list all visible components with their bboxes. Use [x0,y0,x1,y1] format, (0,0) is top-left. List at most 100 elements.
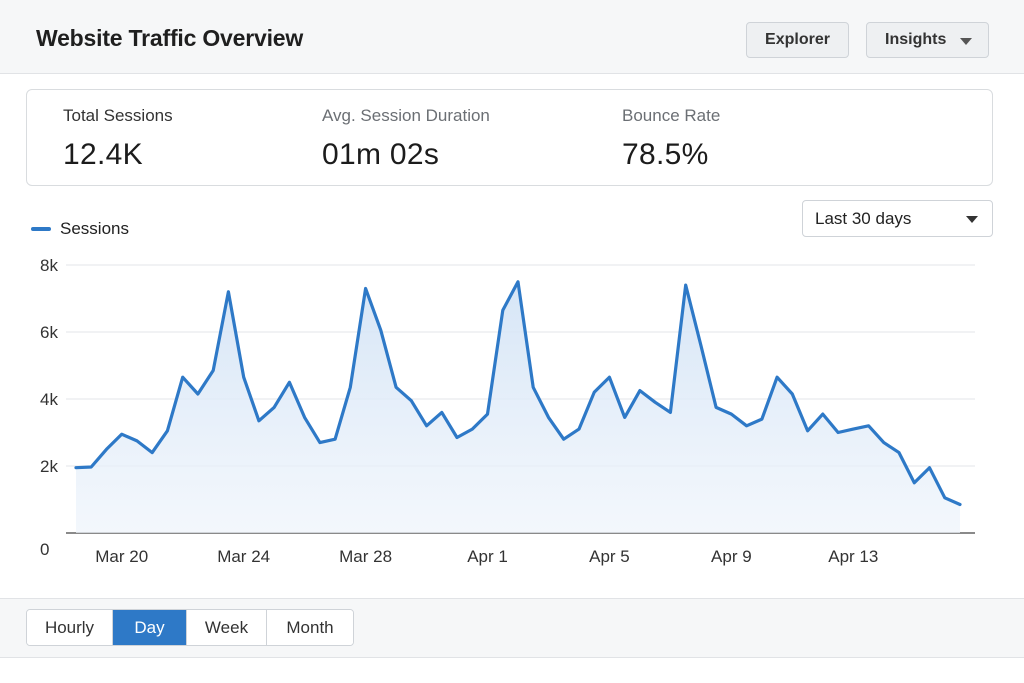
data-point [790,392,794,396]
data-point [623,415,627,419]
data-point [806,429,810,433]
data-point [836,431,840,435]
data-point [760,417,764,421]
data-point [729,412,733,416]
stat-label: Bounce Rate [622,106,721,125]
data-point [379,328,383,332]
stat-label: Avg. Session Duration [322,106,490,125]
stat-total-sessions: Total Sessions 12.4K [63,106,173,172]
page-header: Website Traffic Overview Explorer Insigh… [0,0,1024,74]
legend-swatch-sessions [31,227,51,231]
data-point [638,389,642,393]
x-tick-label: Apr 5 [589,547,630,566]
data-point [882,441,886,445]
x-tick-label: Apr 1 [467,547,508,566]
granularity-option-month[interactable]: Month [267,610,353,645]
data-point [501,308,505,312]
data-point [303,415,307,419]
chart-legend: Sessions [31,219,129,239]
x-tick-label: Apr 13 [828,547,878,566]
date-range-select[interactable]: Last 30 days [802,200,993,237]
granularity-segmented-control: Hourly Day Week Month [26,609,354,646]
data-point [348,385,352,389]
data-point [135,439,139,443]
data-point [211,369,215,373]
data-point [150,451,154,455]
x-tick-label: Mar 24 [217,547,270,566]
sessions-series-line [74,280,962,507]
data-point [89,465,93,469]
granularity-option-hourly[interactable]: Hourly [27,610,113,645]
sessions-area-fill [76,281,960,533]
data-point [470,427,474,431]
stat-bounce-rate: Bounce Rate 78.5% [622,106,720,172]
data-point [592,390,596,394]
chevron-down-icon [966,216,978,223]
data-point [821,412,825,416]
explorer-button[interactable]: Explorer [746,22,849,58]
y-tick-label: 6k [40,323,58,342]
data-point [120,432,124,436]
data-point [242,375,246,379]
data-point [333,437,337,441]
data-point [364,286,368,290]
data-point [928,466,932,470]
data-point [257,419,261,423]
y-tick-label: 4k [40,390,58,409]
data-point [409,399,413,403]
data-point [577,427,581,431]
granularity-bar: Hourly Day Week Month [0,598,1024,658]
date-range-value: Last 30 days [815,208,912,228]
data-point [958,503,962,507]
data-point [196,392,200,396]
stat-avg-session-duration: Avg. Session Duration 01m 02s [322,106,490,172]
data-point [562,437,566,441]
data-point [531,385,535,389]
page-title: Website Traffic Overview [36,25,304,51]
data-point [745,424,749,428]
data-point [699,343,703,347]
y-tick-label: 8k [40,256,58,275]
data-point [546,415,550,419]
data-point [165,429,169,433]
data-point [851,427,855,431]
chevron-down-icon [960,38,972,45]
data-point [912,481,916,485]
data-point [516,280,520,284]
data-point [226,290,230,294]
data-point [440,410,444,414]
data-point [74,466,78,470]
data-point [486,412,490,416]
data-point [181,375,185,379]
data-point [287,380,291,384]
data-point [455,436,459,440]
data-point [897,451,901,455]
stat-label: Total Sessions [63,106,173,125]
data-point [668,410,672,414]
data-point [867,424,871,428]
data-point [684,283,688,287]
insights-label: Insights [885,31,947,48]
data-point [943,496,947,500]
data-point [607,375,611,379]
insights-dropdown-button[interactable]: Insights [866,22,989,58]
x-tick-label: Mar 28 [339,547,392,566]
y-tick-label: 0 [40,540,49,559]
legend-label-sessions: Sessions [60,219,129,238]
granularity-option-week[interactable]: Week [187,610,267,645]
stats-panel: Total Sessions 12.4K Avg. Session Durati… [26,89,993,186]
data-point [775,375,779,379]
stat-value: 12.4K [63,138,143,171]
data-point [272,405,276,409]
data-point [714,405,718,409]
granularity-option-day[interactable]: Day [113,610,187,645]
stat-value: 01m 02s [322,138,440,171]
y-tick-label: 2k [40,457,58,476]
stat-value: 78.5% [622,138,709,171]
sessions-chart: 0 2k 4k 6k 8k Mar 20 Mar 24 Mar 28 Apr 1 Apr 5 Ap… [40,256,975,566]
data-point [104,447,108,451]
data-point [653,400,657,404]
data-point [318,441,322,445]
data-point [394,385,398,389]
data-point [425,424,429,428]
